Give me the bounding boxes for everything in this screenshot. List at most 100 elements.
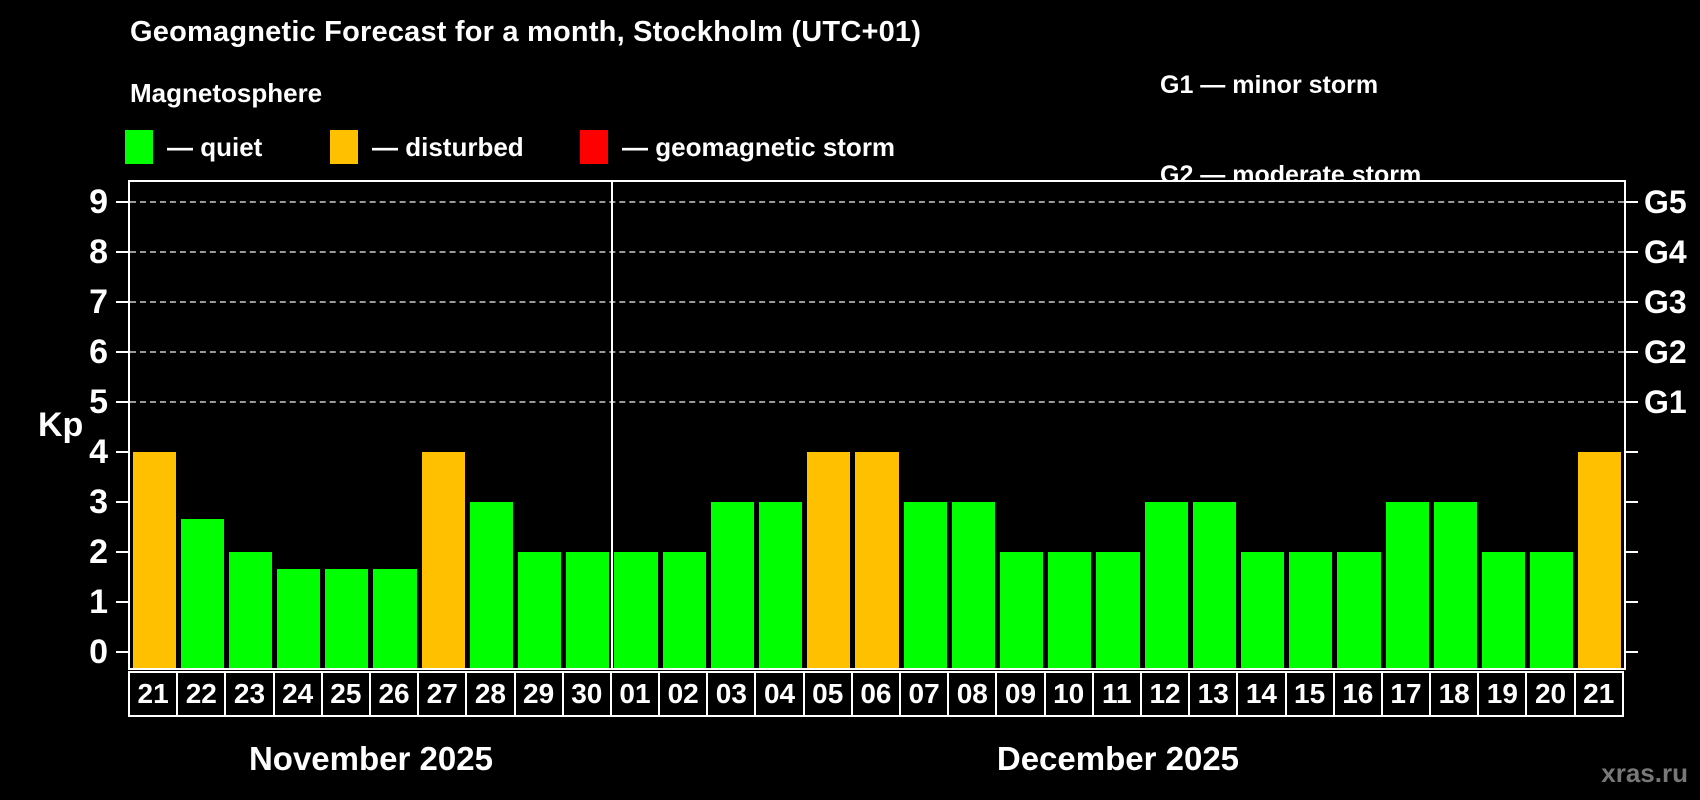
right-axis-tick bbox=[1626, 651, 1638, 653]
y-axis-tick-label: 1 bbox=[89, 583, 108, 621]
watermark: xras.ru bbox=[1601, 758, 1688, 788]
g-scale-tick-label: G5 bbox=[1644, 184, 1687, 220]
plot-area bbox=[128, 180, 1626, 670]
gridline-kp-9 bbox=[130, 201, 1624, 203]
kp-bar bbox=[228, 552, 273, 668]
left-axis-tick bbox=[116, 501, 128, 503]
kp-bar bbox=[903, 502, 947, 668]
day-label-cell: 22 bbox=[176, 671, 227, 717]
right-axis-tick bbox=[1626, 401, 1638, 403]
day-label-cell: 20 bbox=[1525, 671, 1576, 717]
day-label-cell: 21 bbox=[1573, 671, 1624, 717]
kp-bar bbox=[1240, 552, 1285, 668]
day-label-cell: 07 bbox=[899, 671, 950, 717]
day-label-cell: 04 bbox=[754, 671, 805, 717]
day-label-cell: 06 bbox=[850, 671, 901, 717]
day-label-cell: 28 bbox=[465, 671, 516, 717]
month-separator-line bbox=[610, 182, 613, 668]
y-axis-tick-label: 4 bbox=[89, 433, 108, 471]
y-axis-tick-label: 3 bbox=[89, 483, 108, 521]
y-axis-tick-label: 6 bbox=[89, 333, 108, 371]
kp-bar bbox=[566, 552, 610, 668]
storm-color-swatch bbox=[580, 130, 608, 164]
kp-bar bbox=[1433, 502, 1477, 668]
kp-bar bbox=[1096, 552, 1140, 668]
day-label-cell: 30 bbox=[561, 671, 612, 717]
day-label-cell: 08 bbox=[947, 671, 998, 717]
y-axis-tick-label: 2 bbox=[89, 533, 108, 571]
month-label-november: November 2025 bbox=[248, 740, 493, 777]
kp-bar bbox=[710, 502, 754, 668]
gridline-kp-7 bbox=[130, 301, 1624, 303]
left-axis-tick bbox=[116, 651, 128, 653]
page-title: Geomagnetic Forecast for a month, Stockh… bbox=[130, 16, 922, 48]
day-label-cell: 14 bbox=[1236, 671, 1287, 717]
left-axis-tick bbox=[116, 401, 128, 403]
y-axis-tick-label: 7 bbox=[89, 283, 108, 321]
left-axis-tick bbox=[116, 251, 128, 253]
left-axis-tick bbox=[116, 201, 128, 203]
kp-bar bbox=[951, 502, 995, 668]
kp-bar bbox=[999, 552, 1044, 668]
right-axis-tick bbox=[1626, 251, 1638, 253]
gridline-kp-5 bbox=[130, 401, 1624, 403]
day-label-cell: 16 bbox=[1332, 671, 1383, 717]
kp-bar bbox=[1578, 452, 1622, 668]
left-axis-tick bbox=[116, 601, 128, 603]
day-label-cell: 26 bbox=[368, 671, 420, 717]
y-axis-tick-label: 0 bbox=[89, 633, 108, 671]
gridline-kp-6 bbox=[130, 351, 1624, 353]
g-scale-tick-label: G3 bbox=[1644, 284, 1687, 320]
y-axis-title: Kp bbox=[38, 406, 84, 444]
kp-bar bbox=[855, 452, 899, 668]
day-label-cell: 19 bbox=[1477, 671, 1528, 717]
kp-bar bbox=[518, 552, 562, 668]
chart-subtitle: Magnetosphere bbox=[130, 78, 323, 108]
legend-item-disturbed: — disturbed bbox=[330, 128, 524, 166]
left-axis-tick bbox=[116, 351, 128, 353]
day-label-cell: 17 bbox=[1380, 671, 1432, 717]
disturbed-color-swatch bbox=[330, 130, 358, 164]
day-label-cell: 25 bbox=[320, 671, 371, 717]
y-axis-tick-label: 8 bbox=[89, 233, 108, 271]
kp-bar bbox=[1337, 552, 1381, 668]
day-label-cell: 27 bbox=[417, 671, 468, 717]
kp-bar bbox=[614, 552, 658, 668]
right-axis-tick bbox=[1626, 551, 1638, 553]
kp-bar bbox=[1481, 552, 1526, 668]
right-axis-tick bbox=[1626, 201, 1638, 203]
g-scale-tick-label: G2 bbox=[1644, 334, 1687, 370]
day-label-cell: 29 bbox=[513, 671, 564, 717]
quiet-color-swatch bbox=[125, 130, 153, 164]
day-label-cell: 01 bbox=[609, 671, 661, 717]
kp-bar bbox=[373, 568, 417, 668]
kp-bar bbox=[807, 452, 851, 668]
day-label-cell: 13 bbox=[1188, 671, 1239, 717]
legend-label-quiet: — quiet bbox=[167, 131, 263, 162]
kp-bar bbox=[662, 552, 706, 668]
right-axis-tick bbox=[1626, 301, 1638, 303]
day-label-cell: 23 bbox=[224, 671, 275, 717]
day-label-cell: 11 bbox=[1091, 671, 1142, 717]
right-axis-tick bbox=[1626, 601, 1638, 603]
legend-item-storm: — geomagnetic storm bbox=[580, 128, 895, 166]
day-label-cell: 05 bbox=[802, 671, 853, 717]
day-label-cell: 10 bbox=[1043, 671, 1094, 717]
legend-label-disturbed: — disturbed bbox=[372, 131, 524, 162]
left-axis-tick bbox=[116, 301, 128, 303]
right-axis-tick bbox=[1626, 451, 1638, 453]
kp-bar bbox=[1530, 552, 1574, 668]
month-label-december: December 2025 bbox=[996, 740, 1240, 777]
right-axis-tick bbox=[1626, 351, 1638, 353]
day-label-cell: 12 bbox=[1139, 671, 1191, 717]
g-scale-tick-label: G1 bbox=[1644, 384, 1687, 420]
kp-bar bbox=[132, 452, 176, 668]
kp-bar bbox=[325, 568, 369, 668]
gridline-kp-8 bbox=[130, 251, 1624, 253]
y-axis-tick-label: 5 bbox=[89, 383, 108, 421]
g-scale-tick-label: G4 bbox=[1644, 234, 1687, 270]
kp-bar bbox=[180, 518, 224, 668]
kp-bar bbox=[1385, 502, 1429, 668]
day-label-cell: 09 bbox=[995, 671, 1046, 717]
